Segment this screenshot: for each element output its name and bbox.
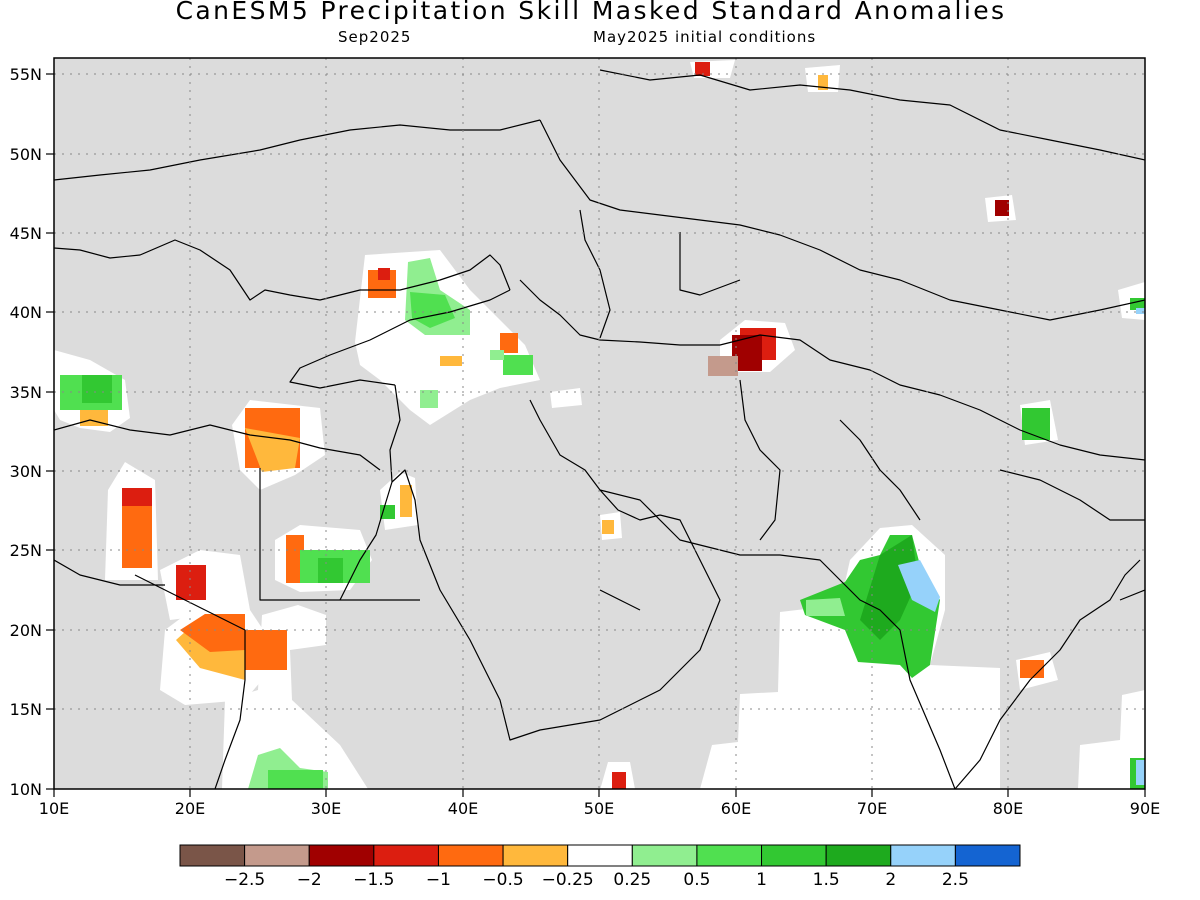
lat-label: 20N [10,621,42,640]
colorbar-label: 1 [756,870,767,890]
colorbar-cell [437,844,504,867]
wet-anomalies [60,258,1145,789]
lat-label: 35N [10,383,42,402]
lon-labels: 10E 20E 30E 40E 50E 60E 70E 80E 90E [39,799,1160,818]
lat-label: 15N [10,700,42,719]
colorbar [179,844,1021,867]
colorbar-cell [567,844,633,867]
colorbar-cell [244,844,310,867]
initial-conditions: May2025 initial conditions [593,28,817,46]
map-title: CanESM5 Precipitation Skill Masked Stand… [175,0,1007,25]
colorbar-label: 0.25 [613,870,651,890]
lon-label: 80E [993,799,1023,818]
lat-label: 25N [10,541,42,560]
colorbar-cell [761,844,827,867]
lon-label: 10E [39,799,69,818]
lon-label: 50E [584,799,614,818]
lat-label: 10N [10,780,42,799]
colorbar-cell [631,844,698,867]
colorbar-cell [696,844,763,867]
colorbar-cell [502,844,569,867]
axis-ticks [46,73,1146,797]
lon-label: 90E [1130,799,1160,818]
colorbar-label: −1 [426,870,451,890]
lon-label: 70E [857,799,887,818]
lat-label: 50N [10,145,42,164]
coastlines-borders [54,69,1145,789]
lon-label: 20E [175,799,205,818]
colorbar-labels: −2.5 −2 −1.5 −1 −0.5 −0.25 0.25 0.5 1 1.5 2 2.5 [224,870,969,890]
colorbar-cell [825,844,892,867]
lon-label: 30E [311,799,341,818]
colorbar-label: −1.5 [353,870,394,890]
colorbar-cell [373,844,439,867]
colorbar-label: 2.5 [942,870,969,890]
lat-label: 55N [10,65,42,84]
colorbar-cell [890,844,956,867]
lat-label: 45N [10,224,42,243]
lat-label: 30N [10,462,42,481]
colorbar-label: −0.5 [482,870,523,890]
lat-label: 40N [10,303,42,322]
graticule [54,58,1145,789]
target-month: Sep2025 [338,28,412,46]
anomaly-field [54,60,1145,789]
colorbar-label: −2.5 [224,870,265,890]
colorbar-cell [308,844,375,867]
colorbar-label: 1.5 [813,870,840,890]
colorbar-label: 2 [885,870,896,890]
lon-label: 40E [448,799,478,818]
colorbar-label: −2 [297,870,322,890]
lat-labels: 55N 50N 45N 40N 35N 30N 25N 20N 15N 10N [10,65,42,799]
colorbar-cell [954,844,1021,867]
dry-anomalies [80,62,1044,789]
colorbar-cell [179,844,246,867]
colorbar-label: 0.5 [683,870,710,890]
colorbar-label: −0.25 [542,870,594,890]
lon-label: 60E [721,799,751,818]
